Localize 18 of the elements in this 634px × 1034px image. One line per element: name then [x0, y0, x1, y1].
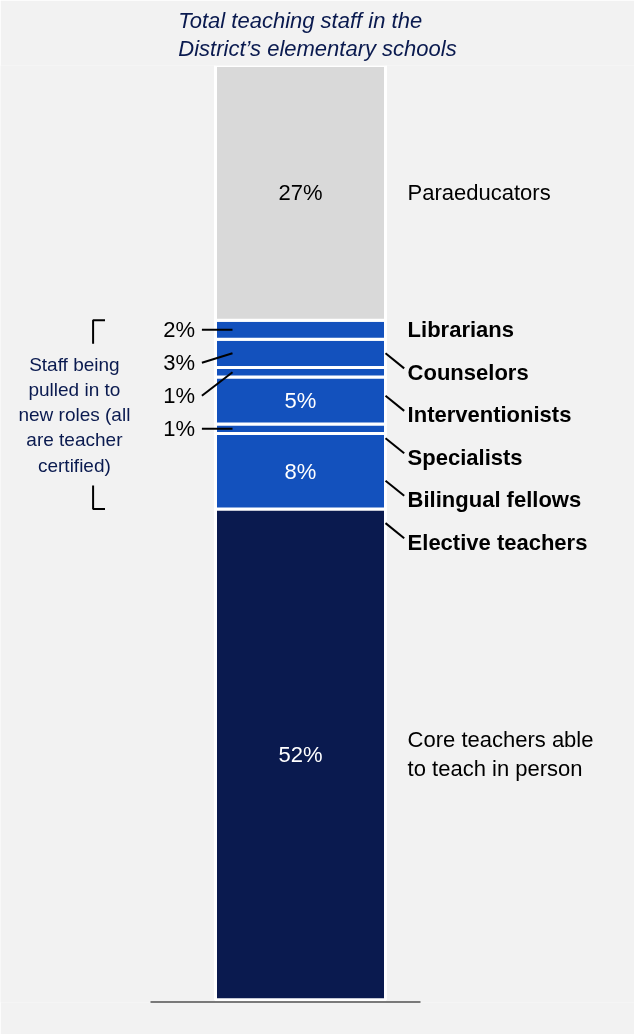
series-label: Core teachers able to teach in person [407, 727, 594, 782]
text: Staff being pulled in to new roles (all are teacher certified) [18, 353, 131, 476]
data-label: 3% [163, 350, 196, 376]
series-label: Librarians [407, 317, 514, 343]
data-label: 2% [163, 317, 196, 343]
data-label: 27% [278, 180, 323, 206]
series-label: Interventionists [407, 402, 572, 428]
data-label: 1% [163, 383, 196, 409]
data-label: 8% [284, 458, 317, 484]
data-label: 1% [163, 416, 196, 442]
chart-title: Total teaching staff in the District’s elementary schools [178, 8, 457, 61]
series-label: Counselors [407, 359, 529, 385]
data-label: 5% [284, 387, 317, 413]
series-label: Elective teachers [407, 529, 588, 555]
text: Bilingual fellows [407, 487, 582, 513]
series-label: Specialists [407, 444, 523, 470]
series-label: Paraeducators [407, 180, 551, 206]
data-label: 52% [278, 741, 323, 767]
